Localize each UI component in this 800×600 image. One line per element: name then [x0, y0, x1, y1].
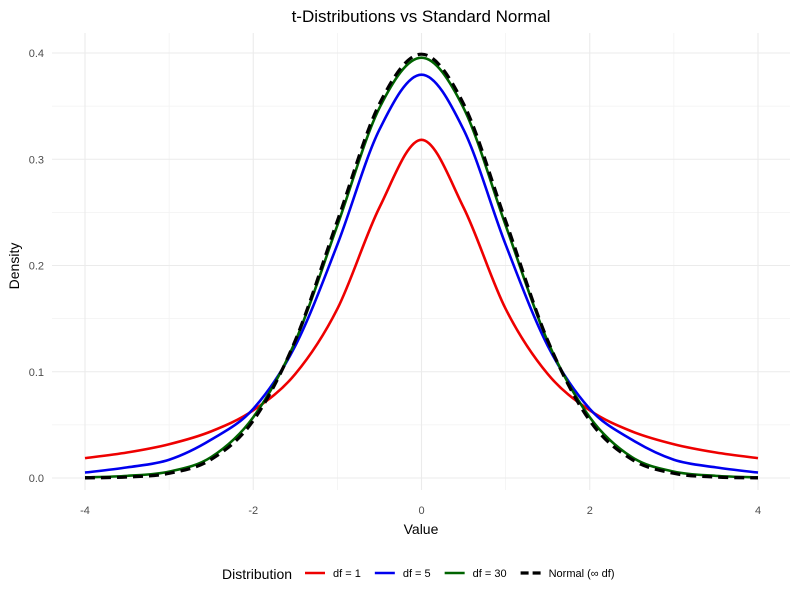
x-tick-label: -2 — [248, 505, 258, 517]
y-tick-label: 0.0 — [29, 473, 44, 485]
y-tick-label: 0.4 — [29, 48, 44, 60]
y-tick-label: 0.2 — [29, 261, 44, 273]
x-tick-label: 4 — [755, 505, 761, 517]
x-tick-label: -4 — [80, 505, 90, 517]
legend: Distribution df = 1 df = 5 df = 30 Normal (… — [222, 566, 615, 582]
x-axis-tick-labels: -4 -2 0 2 4 — [80, 505, 761, 517]
legend-label-4: Normal (∞ df) — [549, 568, 615, 580]
y-tick-label: 0.1 — [29, 367, 44, 379]
x-axis-title: Value — [404, 521, 439, 537]
series-lines — [84, 52, 759, 480]
series-line-2 — [84, 73, 759, 474]
legend-label-1: df = 1 — [333, 568, 361, 580]
x-tick-label: 2 — [587, 505, 593, 517]
legend-items: df = 1 df = 5 df = 30 Normal (∞ df) — [305, 568, 615, 580]
x-tick-label: 0 — [418, 505, 424, 517]
series-line-1 — [84, 138, 759, 460]
series-line-3 — [84, 56, 759, 479]
legend-label-3: df = 30 — [473, 568, 507, 580]
chart-title: t-Distributions vs Standard Normal — [292, 7, 551, 26]
y-tick-label: 0.3 — [29, 154, 44, 166]
y-axis-tick-labels: 0.0 0.1 0.2 0.3 0.4 — [29, 48, 44, 485]
major-gridlines — [52, 33, 790, 490]
legend-label-2: df = 5 — [403, 568, 431, 580]
series-line-4 — [84, 52, 759, 480]
legend-title: Distribution — [222, 566, 292, 582]
y-axis-title: Density — [6, 243, 22, 290]
